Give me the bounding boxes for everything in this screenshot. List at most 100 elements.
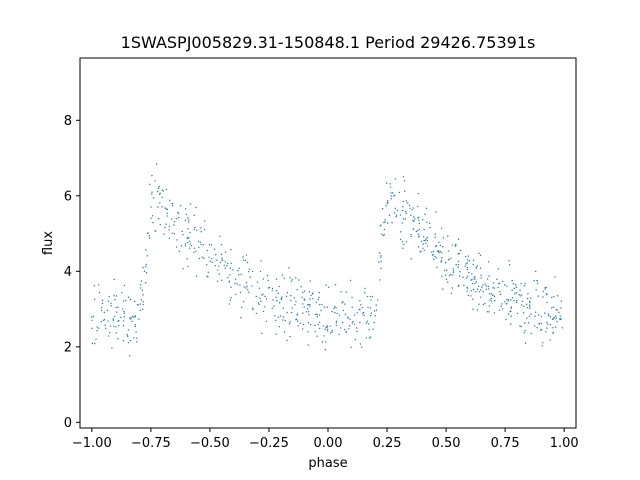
data-point bbox=[446, 281, 449, 283]
data-point bbox=[472, 289, 475, 291]
data-point bbox=[541, 345, 544, 347]
data-point bbox=[141, 308, 144, 311]
data-point bbox=[280, 298, 283, 301]
data-point bbox=[151, 191, 153, 193]
data-point bbox=[445, 269, 448, 271]
data-point bbox=[209, 260, 212, 262]
data-point bbox=[136, 341, 138, 343]
data-point bbox=[375, 309, 378, 311]
data-point bbox=[104, 327, 107, 330]
data-point bbox=[245, 281, 248, 284]
data-point bbox=[538, 314, 540, 316]
data-point bbox=[148, 235, 150, 237]
data-point bbox=[293, 297, 295, 299]
data-point bbox=[243, 286, 245, 288]
data-point bbox=[194, 226, 196, 229]
data-point bbox=[347, 316, 349, 318]
data-point bbox=[133, 316, 135, 318]
data-point bbox=[536, 327, 538, 329]
data-point bbox=[151, 174, 153, 177]
data-point bbox=[536, 279, 538, 282]
data-point bbox=[383, 234, 386, 236]
data-point bbox=[109, 331, 111, 334]
data-point bbox=[218, 273, 221, 275]
data-point bbox=[417, 205, 419, 208]
data-point bbox=[385, 204, 387, 207]
data-point bbox=[362, 313, 364, 315]
data-point bbox=[239, 291, 242, 294]
data-point bbox=[247, 270, 250, 273]
data-point bbox=[436, 266, 438, 269]
data-point bbox=[308, 291, 311, 293]
data-point bbox=[265, 320, 268, 323]
data-point bbox=[117, 306, 119, 308]
data-point bbox=[365, 322, 368, 324]
data-point bbox=[487, 261, 490, 263]
data-point bbox=[455, 243, 457, 246]
data-point bbox=[550, 307, 553, 309]
data-point bbox=[219, 235, 221, 238]
data-point bbox=[399, 238, 402, 241]
data-point bbox=[96, 329, 98, 332]
data-point bbox=[383, 228, 386, 231]
data-point bbox=[145, 249, 147, 251]
data-point bbox=[296, 320, 299, 322]
data-point bbox=[551, 318, 554, 321]
data-point bbox=[413, 216, 415, 218]
data-point bbox=[379, 279, 381, 281]
data-point bbox=[286, 311, 288, 314]
data-point bbox=[316, 316, 319, 318]
data-point bbox=[425, 242, 427, 245]
data-point bbox=[308, 311, 310, 313]
data-point bbox=[308, 313, 310, 316]
data-point bbox=[245, 259, 247, 262]
data-point bbox=[552, 327, 554, 329]
data-point bbox=[261, 332, 263, 335]
data-point bbox=[528, 322, 530, 324]
data-point bbox=[123, 284, 126, 287]
data-point bbox=[440, 261, 442, 263]
data-point bbox=[537, 282, 539, 285]
data-point bbox=[319, 303, 321, 306]
data-point bbox=[146, 255, 148, 257]
data-point bbox=[177, 211, 179, 213]
data-point bbox=[149, 183, 151, 186]
data-point bbox=[275, 278, 278, 280]
data-point bbox=[134, 324, 136, 326]
x-tick-label: −0.25 bbox=[249, 436, 289, 451]
data-point bbox=[118, 319, 120, 322]
data-point bbox=[341, 302, 343, 304]
data-point bbox=[352, 321, 354, 323]
data-point bbox=[271, 289, 274, 292]
data-point bbox=[195, 275, 198, 277]
data-point bbox=[249, 276, 251, 278]
data-point bbox=[369, 295, 372, 298]
data-point bbox=[311, 292, 314, 294]
data-point bbox=[555, 317, 557, 320]
data-point bbox=[347, 317, 349, 319]
data-point bbox=[503, 284, 506, 286]
data-point bbox=[395, 216, 397, 218]
data-point bbox=[505, 318, 507, 321]
data-point bbox=[237, 269, 239, 272]
data-point bbox=[260, 260, 262, 262]
data-point bbox=[171, 202, 174, 205]
data-point bbox=[526, 317, 528, 319]
data-point bbox=[220, 243, 223, 246]
data-point bbox=[367, 306, 369, 308]
data-point bbox=[529, 307, 531, 310]
data-point bbox=[390, 192, 392, 194]
data-point bbox=[185, 213, 188, 216]
data-point bbox=[302, 303, 304, 305]
data-point bbox=[506, 298, 508, 301]
data-point bbox=[277, 316, 280, 319]
data-point bbox=[97, 284, 100, 286]
data-point bbox=[173, 220, 176, 223]
data-point bbox=[211, 261, 213, 264]
data-point bbox=[420, 250, 422, 252]
data-point bbox=[150, 217, 152, 219]
data-point bbox=[467, 275, 469, 277]
data-point bbox=[375, 304, 377, 306]
data-point bbox=[163, 233, 165, 235]
